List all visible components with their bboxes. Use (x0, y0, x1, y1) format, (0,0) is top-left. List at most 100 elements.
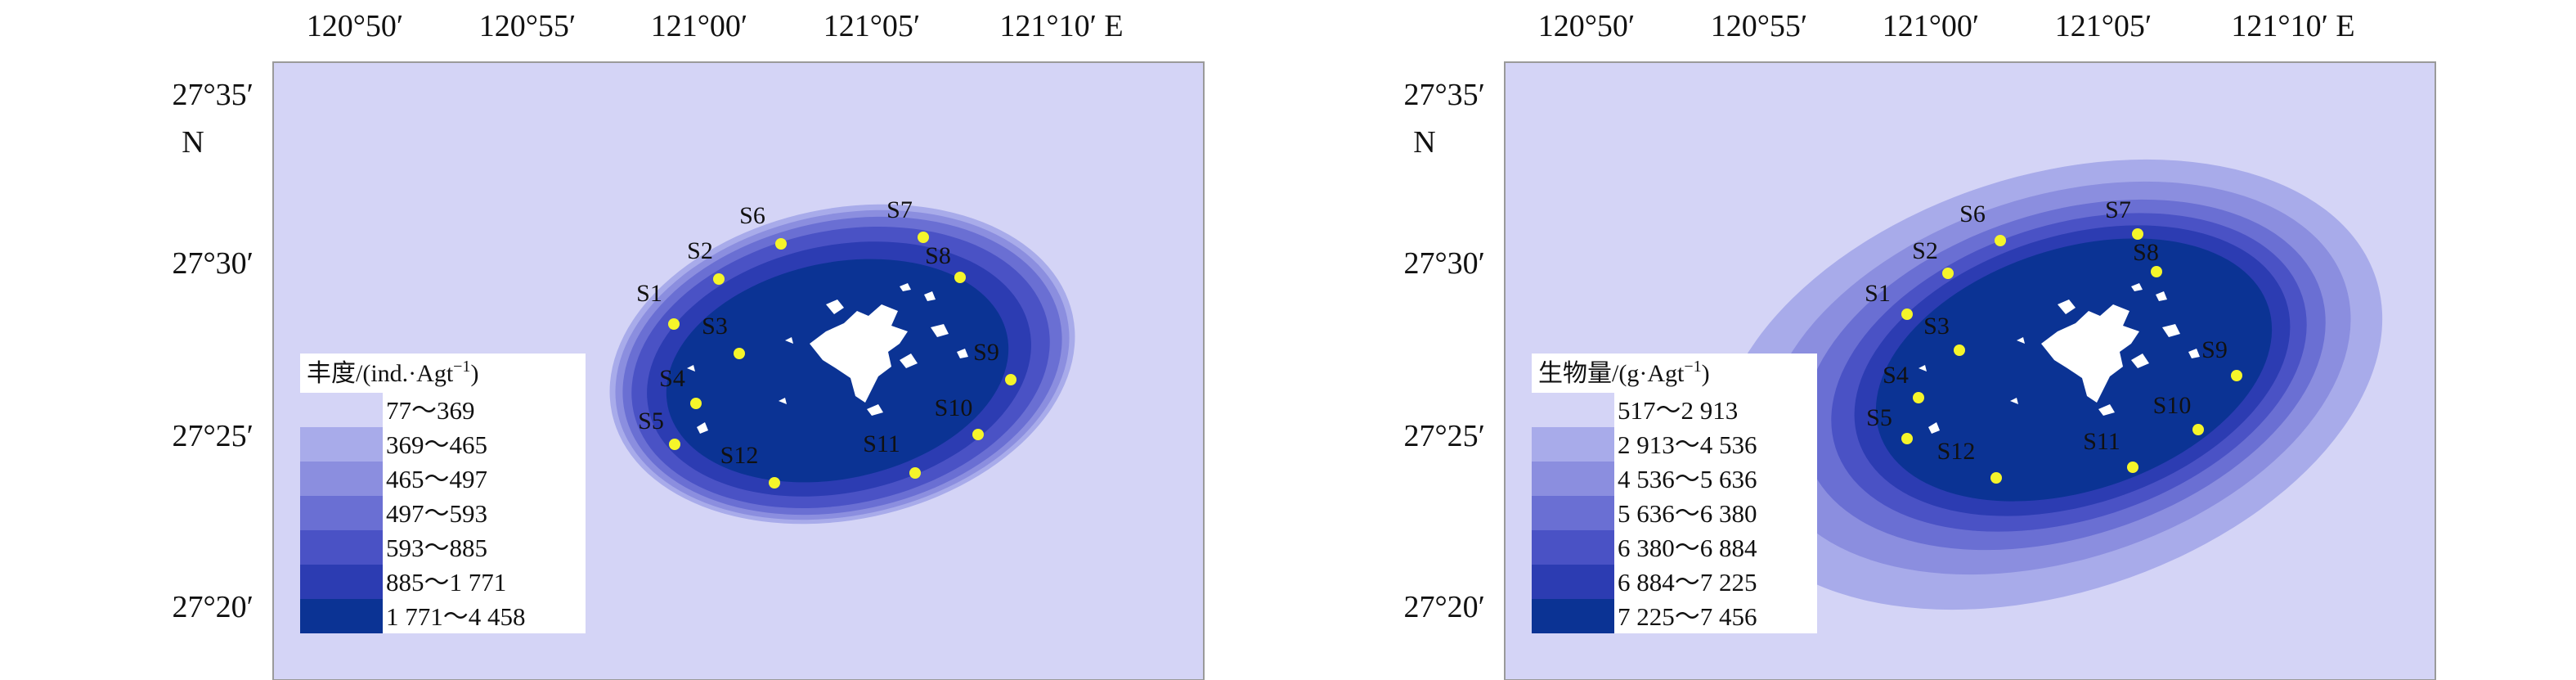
station-marker[interactable] (690, 398, 702, 409)
legend-title-box (1532, 354, 1817, 393)
legend-label: 7 225～7 456 (1618, 602, 1757, 631)
island (687, 365, 695, 372)
y-tick-label: 27°20′ (1403, 590, 1485, 624)
legend-label: 77～369 (386, 396, 475, 425)
island (1919, 365, 1927, 372)
contour-bands (609, 204, 1075, 525)
station-marker[interactable] (1913, 392, 1924, 403)
station-marker[interactable] (1942, 268, 1954, 279)
station-marker[interactable] (1005, 374, 1016, 385)
station-marker[interactable] (769, 477, 780, 489)
station-label: S1 (636, 280, 662, 307)
x-tick-label: 120°55′ (1711, 9, 1808, 43)
island (1928, 422, 1940, 434)
y-tick-label: 27°30′ (172, 246, 254, 281)
station-marker[interactable] (2192, 424, 2204, 435)
station-marker[interactable] (909, 467, 921, 479)
station-marker[interactable] (1990, 472, 2002, 484)
legend-label: 5 636～6 380 (1618, 499, 1757, 528)
station-label: S2 (687, 237, 713, 264)
island (2098, 404, 2115, 416)
legend-label: 593～885 (386, 534, 487, 562)
station-label: S11 (2083, 428, 2120, 455)
station-marker[interactable] (1995, 235, 2006, 246)
island (2041, 304, 2139, 403)
legend-swatch (1532, 565, 1614, 599)
island (785, 337, 793, 344)
station-marker[interactable] (2151, 266, 2162, 277)
legend-swatch (1532, 393, 1614, 427)
biomass-map: 120°50′ 120°55′ 121°00′ 121°05′ 121°10′ … (1403, 9, 2436, 680)
island (697, 422, 708, 434)
station-marker[interactable] (2132, 228, 2143, 240)
legend-swatch (300, 427, 383, 462)
legend: 生物量/(g·Agt−1) 517～2 913 2 913～4 536 4 536～… (1532, 354, 1817, 633)
contour-band-7 (666, 259, 1009, 483)
legend-label: 465～497 (386, 465, 487, 493)
station-label: S12 (1937, 438, 1976, 465)
legend-label: 2 913～4 536 (1618, 430, 1757, 459)
island (957, 349, 968, 358)
x-tick-label: 120°50′ (1538, 9, 1636, 43)
station-label: S2 (1912, 237, 1938, 264)
y-tick-label: 27°30′ (1403, 246, 1485, 281)
stations: S1 S2 S3 S4 S5 S6 S7 S8 S9 S10 (636, 196, 1016, 489)
station-label: S3 (1923, 313, 1950, 340)
legend-swatch (300, 530, 383, 565)
island (779, 398, 787, 404)
station-marker[interactable] (2231, 370, 2242, 381)
station-marker[interactable] (1954, 345, 1965, 356)
station-label: S3 (702, 313, 728, 340)
station-label: S1 (1865, 280, 1891, 307)
island (900, 354, 918, 368)
legend-label: 517～2 913 (1618, 396, 1738, 425)
x-tick-label: 121°05′ (2055, 9, 2152, 43)
station-marker[interactable] (954, 272, 966, 283)
station-marker[interactable] (775, 238, 787, 250)
station-marker[interactable] (918, 232, 929, 243)
island (900, 283, 911, 291)
station-marker[interactable] (1901, 433, 1913, 444)
map-area: S1 S2 S3 S4 S5 S6 S7 S8 S9 S10 (1504, 61, 2436, 680)
legend-swatch (1532, 530, 1614, 565)
islands (1919, 283, 2200, 434)
station-marker[interactable] (669, 439, 680, 450)
y-tick-label: 27°20′ (172, 590, 254, 624)
station-marker[interactable] (668, 318, 680, 330)
island (2131, 354, 2149, 368)
y-tick-label: 27°35′ (172, 78, 254, 112)
legend-label: 1 771～4 458 (386, 602, 526, 631)
x-tick-label: 121°10′ E (2231, 9, 2354, 43)
station-marker[interactable] (734, 348, 745, 359)
x-tick-label: 120°50′ (307, 9, 404, 43)
station-label: S7 (886, 196, 913, 223)
x-tick-label: 121°00′ (1883, 9, 1980, 43)
station-label: S5 (1866, 404, 1892, 431)
y-tick-label: 27°35′ (1403, 78, 1485, 112)
station-label: S8 (925, 242, 951, 269)
station-marker[interactable] (1901, 308, 1913, 320)
legend-swatch (300, 496, 383, 530)
legend-label: 6 380～6 884 (1618, 534, 1757, 562)
legend-swatch (1532, 462, 1614, 496)
island (2188, 349, 2200, 358)
station-marker[interactable] (713, 273, 725, 285)
legend-swatch (1532, 427, 1614, 462)
station-label: S6 (739, 202, 765, 229)
legend-title-box (300, 354, 586, 393)
station-marker[interactable] (972, 429, 984, 440)
legend-swatch (300, 462, 383, 496)
legend-title: 丰度/(ind.·Agt−1) (307, 358, 478, 387)
island (931, 324, 949, 337)
station-label: S5 (638, 408, 664, 435)
legend: 丰度/(ind.·Agt−1) 77～369 369～465 465～497 497～… (300, 354, 586, 633)
station-label: S9 (973, 339, 999, 366)
x-tick-label: 121°05′ (824, 9, 921, 43)
station-label: S9 (2201, 336, 2228, 363)
station-label: S7 (2105, 196, 2131, 223)
islands (687, 283, 968, 434)
legend-swatch (300, 599, 383, 633)
legend-swatch (1532, 599, 1614, 633)
island (826, 299, 844, 314)
station-marker[interactable] (2127, 462, 2138, 473)
